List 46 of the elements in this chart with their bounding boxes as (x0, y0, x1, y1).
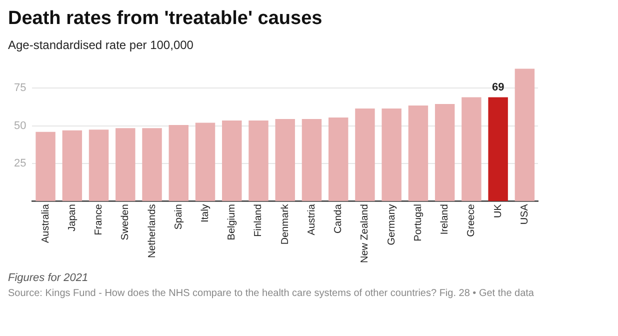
bar (275, 119, 295, 202)
y-tick-label: 75 (14, 82, 26, 94)
x-tick-label: Canda (333, 204, 344, 234)
bar (88, 130, 109, 202)
bar (488, 97, 508, 202)
x-tick-label: Portugal (412, 204, 424, 242)
x-tick-label: Netherlands (146, 204, 158, 258)
bar (355, 108, 375, 202)
bar (36, 132, 56, 202)
text: Figures for 2021 (8, 272, 90, 284)
x-tick-label: Austria (306, 204, 318, 236)
x-tick-label: Finland (253, 204, 264, 237)
bar (248, 120, 268, 202)
chart-subtitle: Age-standardised rate per 100,000 (8, 38, 194, 52)
y-tick-label: 50 (14, 120, 26, 132)
bar (462, 97, 482, 202)
bar (116, 128, 136, 202)
source-note: Source: Kings Fund - How does the NHS compare to the health care systems of other countries? Fig. 28 • Get the data (8, 288, 535, 299)
bar (382, 108, 402, 202)
x-tick-label: Sweden (120, 204, 132, 240)
x-tick-label: Germany (386, 204, 398, 246)
bar (328, 118, 348, 202)
x-tick-label: UK (492, 204, 504, 218)
x-tick-label: New Zealand (360, 204, 371, 263)
bar (62, 130, 82, 202)
x-tick-label: USA (519, 204, 530, 225)
bar (142, 128, 162, 202)
bar (302, 119, 322, 202)
bar (195, 122, 216, 202)
bar (514, 68, 535, 202)
x-tick-label: Spain (173, 204, 184, 230)
x-tick-label: Australia (40, 204, 52, 243)
bar (408, 105, 428, 202)
x-tick-label: Italy (200, 204, 212, 222)
bar (222, 120, 242, 202)
x-tick-label: Ireland (440, 204, 451, 235)
bar (434, 104, 455, 202)
x-tick-label: Denmark (280, 203, 291, 245)
chart-title: Death rates from 'treatable' causes (8, 8, 324, 30)
x-tick-label: Belgium (226, 204, 238, 240)
x-tick-label: France (94, 204, 105, 236)
x-tick-label: Japan (66, 204, 78, 232)
x-tick-label: Greece (466, 204, 478, 237)
data-label: 69 (492, 82, 504, 94)
y-tick-label: 25 (14, 157, 26, 170)
bar (168, 125, 189, 202)
